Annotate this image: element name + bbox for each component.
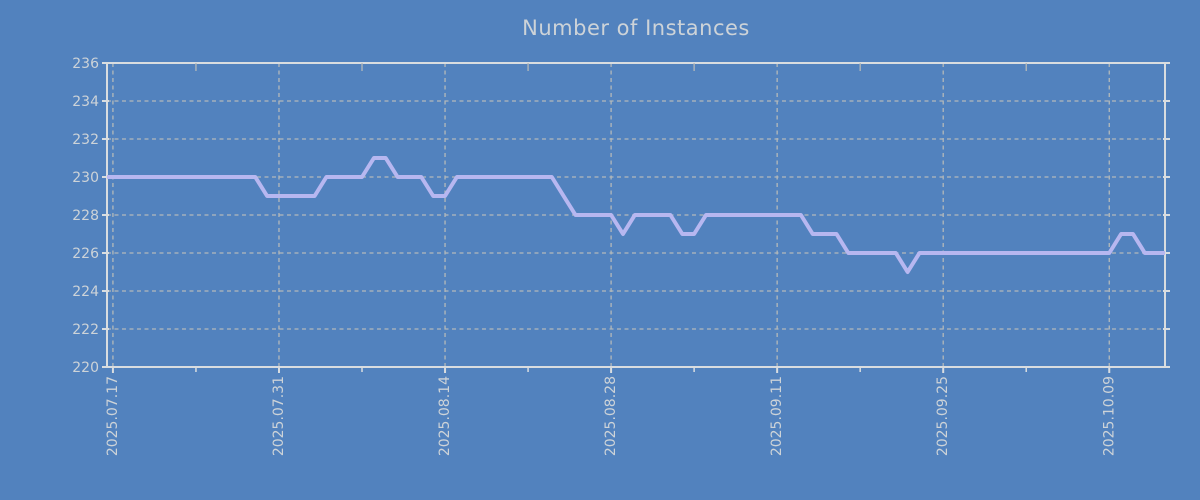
x-axis-tick-label: 2025.09.11	[769, 376, 785, 456]
y-axis-tick-label: 220	[72, 360, 99, 376]
y-axis-tick-label: 222	[72, 322, 99, 338]
y-axis-tick-label: 232	[72, 132, 99, 148]
y-axis-tick-label: 224	[72, 284, 99, 300]
x-axis-tick-label: 2025.07.31	[271, 376, 287, 456]
chart-title: Number of Instances	[522, 16, 750, 40]
y-axis-tick-label: 236	[72, 56, 99, 72]
x-axis-tick-label: 2025.08.28	[603, 376, 619, 456]
x-axis-tick-label: 2025.07.17	[105, 376, 121, 456]
y-axis-tick-label: 226	[72, 246, 99, 262]
x-axis-tick-label: 2025.08.14	[437, 376, 453, 456]
x-axis-tick-label: 2025.10.09	[1101, 376, 1117, 456]
x-axis-tick-label: 2025.09.25	[935, 376, 951, 456]
y-axis-tick-label: 228	[72, 208, 99, 224]
y-axis-tick-label: 234	[72, 94, 99, 110]
y-axis-tick-label: 230	[72, 170, 99, 186]
data-line	[107, 156, 1165, 274]
